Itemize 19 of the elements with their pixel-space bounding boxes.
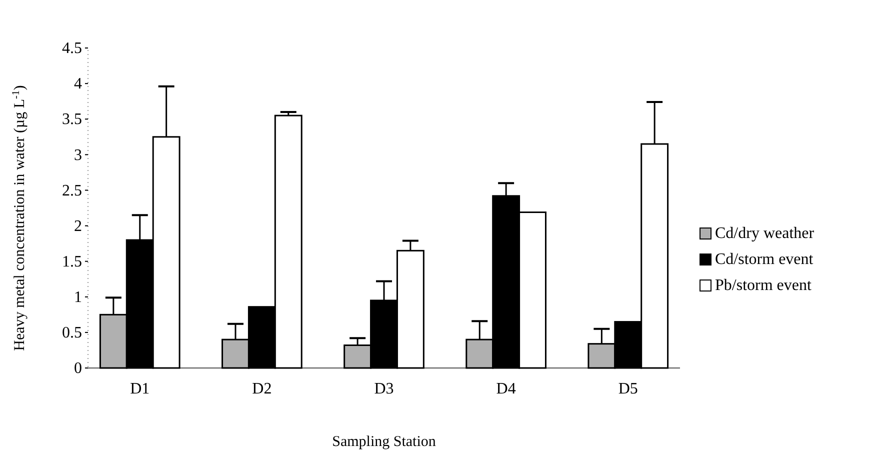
legend-label: Cd/dry weather [715, 225, 815, 242]
y-tick-label: 0 [74, 360, 82, 378]
y-tick-label: 4 [74, 76, 82, 93]
y-tick-label: 4.5 [62, 40, 82, 58]
y-tick-label: 0.5 [62, 324, 82, 342]
x-tick-label: D1 [130, 380, 150, 398]
y-tick-label: 3 [74, 146, 82, 164]
y-tick-label: 1 [74, 289, 82, 306]
y-tick-label: 1.5 [62, 253, 82, 270]
legend-label: Pb/storm event [715, 277, 812, 294]
y-tick-label: 3.5 [62, 111, 82, 128]
x-axis-title: Sampling Station [332, 434, 436, 450]
legend-label: Cd/storm event [715, 251, 814, 268]
x-tick-label: D2 [252, 380, 272, 398]
x-tick-label: D5 [618, 380, 638, 398]
y-tick-label: 2 [74, 218, 82, 235]
x-tick-label: D4 [496, 380, 516, 398]
y-tick-label: 2.5 [62, 182, 82, 200]
x-tick-label: D3 [374, 380, 394, 398]
